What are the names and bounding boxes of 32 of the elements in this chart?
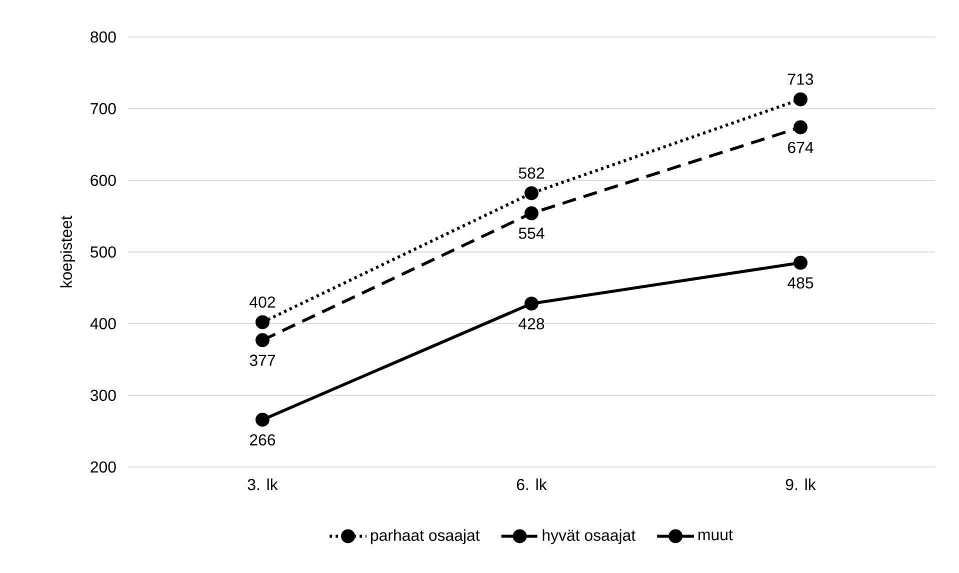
- data-label: 428: [518, 318, 544, 330]
- data-label: 377: [250, 354, 275, 366]
- y-tick-label: 300: [90, 390, 116, 401]
- data-label: 674: [788, 142, 814, 154]
- point: [794, 256, 808, 270]
- y-tick-label: 700: [90, 103, 116, 114]
- data-label: 713: [788, 74, 814, 85]
- y-tick-label: 800: [90, 31, 116, 43]
- point: [524, 186, 539, 200]
- data-label: 582: [518, 167, 544, 179]
- point: [256, 412, 270, 427]
- data-label: 485: [788, 277, 814, 289]
- point: [524, 296, 539, 311]
- y-tick-label: 200: [90, 461, 116, 473]
- point: [794, 120, 808, 134]
- data-label: 266: [250, 434, 276, 446]
- point: [256, 333, 270, 348]
- data-label: 402: [250, 296, 275, 308]
- x-tick-label: 3. lk: [248, 478, 278, 490]
- point: [256, 315, 270, 330]
- legend-label: hyvät osaajat: [542, 529, 636, 544]
- y-tick-label: 400: [90, 318, 116, 330]
- legend-label: muut: [698, 530, 733, 540]
- y-tick-label: 600: [90, 174, 116, 186]
- y-tick-label: 500: [90, 246, 116, 258]
- x-tick-label: 9. lk: [786, 478, 816, 490]
- y-axis-title: koepisteet: [60, 216, 76, 288]
- x-tick-label: 6. lk: [516, 478, 547, 490]
- point: [794, 92, 808, 106]
- data-label: 554: [518, 228, 544, 239]
- point: [524, 206, 539, 220]
- legend-label: parhaat osaajat: [370, 529, 480, 544]
